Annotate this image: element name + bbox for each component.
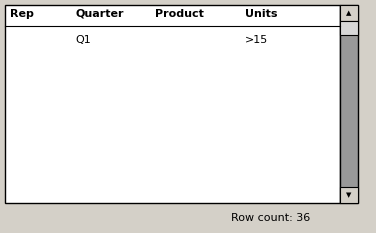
Bar xyxy=(340,5,358,203)
Text: Product: Product xyxy=(155,9,204,19)
Text: Rep: Rep xyxy=(10,9,34,19)
Text: Q1: Q1 xyxy=(75,35,91,45)
Text: Quarter: Quarter xyxy=(75,9,123,19)
Bar xyxy=(340,5,358,21)
Text: Units: Units xyxy=(245,9,277,19)
Text: ▼: ▼ xyxy=(346,192,352,198)
Text: >15: >15 xyxy=(245,35,268,45)
Bar xyxy=(340,21,358,35)
Bar xyxy=(5,5,340,203)
Bar xyxy=(340,187,358,203)
Text: ▲: ▲ xyxy=(346,10,352,16)
Text: Row count: 36: Row count: 36 xyxy=(231,213,310,223)
